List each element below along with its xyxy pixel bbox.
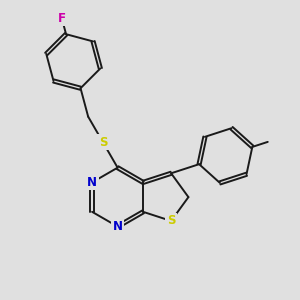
Text: N: N <box>87 176 97 189</box>
Text: S: S <box>167 214 176 227</box>
Text: N: N <box>112 220 123 233</box>
Text: S: S <box>99 136 107 149</box>
Text: F: F <box>58 12 66 25</box>
